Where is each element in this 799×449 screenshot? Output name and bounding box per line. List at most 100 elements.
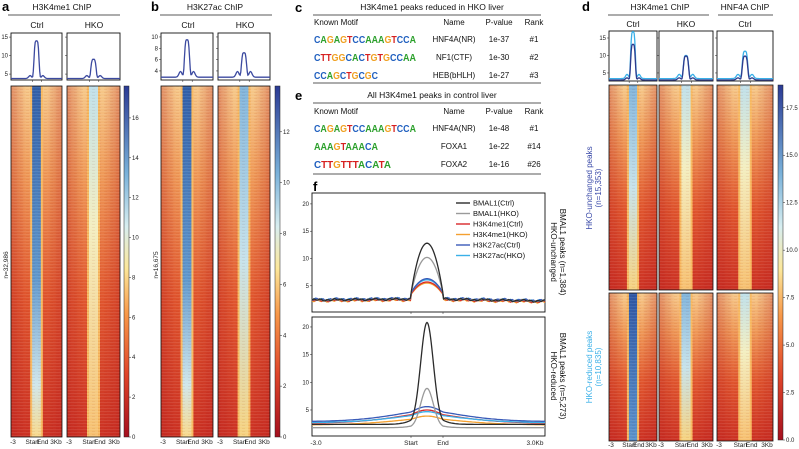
p-value: 1e-27 <box>489 71 510 80</box>
series-line <box>312 406 545 422</box>
heatmap-texture <box>11 86 62 437</box>
motif-letter: C <box>314 53 321 64</box>
rank: #26 <box>527 160 541 169</box>
panel-a-title: H3K4me1 ChIP <box>32 2 91 12</box>
panel-a-heatmap <box>66 85 121 438</box>
motif-letter: A <box>327 71 333 82</box>
motif-letter: A <box>372 124 378 135</box>
motif-letter: C <box>320 71 326 82</box>
motif-letter: C <box>365 142 372 153</box>
x-axis-label: 3Kb <box>645 442 657 449</box>
y-tick-label: 15 <box>302 229 309 235</box>
x-axis-label: End <box>633 442 645 449</box>
colorbar-tick-label: 5.0 <box>786 343 795 349</box>
colorbar-tick-label: 12.5 <box>786 201 798 207</box>
profile-line <box>717 55 773 81</box>
colorbar-tick-label: 0 <box>132 435 136 441</box>
series-line <box>312 387 545 429</box>
x-axis-label: 3Kb <box>761 442 773 449</box>
panel-b-profile <box>216 32 271 82</box>
motif-letter: A <box>314 142 321 153</box>
motif-letter: G <box>352 71 359 82</box>
panel-d-heatmap-reduced <box>658 292 714 442</box>
motif-name: FOXA2 <box>441 160 468 169</box>
panel-d-label: d <box>582 0 590 14</box>
panel-a-col-ctrl: Ctrl <box>30 20 43 30</box>
colorbar-tick-label: 10 <box>283 181 290 187</box>
panel-e-title: All H3K4me1 peaks in control liver <box>367 90 497 100</box>
motif-letter: C <box>390 53 397 64</box>
x-axis-label: -3 <box>658 442 664 449</box>
motif-letter: A <box>403 53 410 64</box>
rank: #14 <box>527 142 541 151</box>
panel-b-heatmap <box>217 85 271 438</box>
heatmap-frame <box>658 84 714 291</box>
heatmap-frame <box>716 84 774 291</box>
series-line <box>311 242 546 303</box>
profile-frame <box>66 32 121 81</box>
motif-letter: G <box>340 124 347 135</box>
heatmap-texture <box>659 85 713 290</box>
x-axis-label: Start <box>622 442 636 449</box>
panel-a-profile <box>65 32 121 82</box>
series-line <box>312 410 545 424</box>
x-axis-label: 3Kb <box>201 439 213 446</box>
panel-f-bottom-label1: HKO-reduced <box>549 352 558 401</box>
motif-name: FOXA1 <box>441 142 468 151</box>
panel-a-label: a <box>2 0 10 14</box>
table-header: Name <box>443 107 465 116</box>
colorbar-tick-label: 14 <box>132 156 139 162</box>
panel-d-group2-n: (n=10,835) <box>594 347 603 386</box>
panel-b-col-hko: HKO <box>236 20 255 30</box>
profile-frame <box>217 32 271 81</box>
colorbar-tick-label: 7.5 <box>786 296 795 302</box>
panel-f-label: f <box>313 179 318 194</box>
panel-e-label: e <box>295 88 302 103</box>
motif-letter: T <box>391 124 396 135</box>
x-axis-label: Start <box>26 439 40 446</box>
rank: #1 <box>530 124 539 133</box>
panel-d-profile <box>657 30 714 83</box>
x-axis-label: End <box>687 442 699 449</box>
motif-letter: A <box>378 35 384 46</box>
colorbar-tick-label: 15.0 <box>786 153 798 159</box>
colorbar-tick-label: 2.5 <box>786 391 795 397</box>
panel-d-heatmap-reduced <box>608 292 658 442</box>
panel-d-col-hko: HKO <box>677 19 696 29</box>
x-axis-label: Start <box>176 439 190 446</box>
x-axis-label: Start <box>233 439 247 446</box>
x-axis-label: 3Kb <box>108 439 120 446</box>
motif-letter: T <box>379 160 385 171</box>
motif-letter: C <box>397 35 403 46</box>
motif-name: NF1(CTF) <box>436 53 472 62</box>
motif-letter: A <box>352 142 359 153</box>
panel-d-profile <box>715 30 774 83</box>
profile-line <box>218 52 270 78</box>
y-tick-label: 15 <box>302 353 309 359</box>
panel-f-xlabel-end-range: 3.0Kb <box>527 440 544 447</box>
y-tick-label: 10 <box>302 380 309 386</box>
line-plot-frame <box>311 192 546 313</box>
x-axis-label: -3 <box>608 442 614 449</box>
panel-d-profile: 5 10 15 <box>599 30 658 83</box>
y-tick-label: 8 <box>155 46 159 52</box>
y-tick-label: 5 <box>603 71 607 77</box>
x-axis-label: End <box>94 439 106 446</box>
table-header: Known Motif <box>314 18 359 27</box>
motif-letter: T <box>347 35 352 46</box>
profile-line <box>609 43 657 81</box>
colorbar-tick-label: 4 <box>283 333 287 339</box>
y-tick-label: 5 <box>306 284 310 290</box>
y-tick-label: 10 <box>599 53 606 59</box>
panel-c-label: c <box>295 0 302 15</box>
heatmap-frame <box>160 85 214 438</box>
motif-letter: C <box>359 124 365 135</box>
panel-d-col-ctrl: Ctrl <box>626 19 639 29</box>
colorbar-tick-label: 0.0 <box>786 438 795 444</box>
heatmap-frame <box>658 292 714 442</box>
motif-letter: A <box>358 142 365 153</box>
motif-letter: A <box>327 142 334 153</box>
heatmap-texture <box>609 293 657 441</box>
panel-a-profile: 5 10 15 <box>1 32 63 82</box>
